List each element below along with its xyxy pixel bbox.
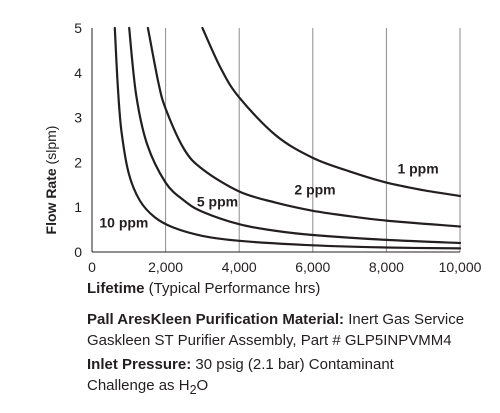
caption-challenge-end: O [196,377,209,394]
x-tick-label: 2,000 [148,259,183,275]
series-lines [113,26,462,250]
y-axis-label-bold: Flow Rate [43,168,59,234]
series-line-3 [128,26,462,245]
y-axis-label-unit: (slpm) [43,126,59,169]
caption-challenge-text: Challenge as H [87,377,190,394]
pressure-caption: Inlet Pressure: 30 psig (2.1 bar) Contam… [87,354,394,401]
flow-rate-vs-lifetime-chart: 0 2,000 4,000 6,000 8,000 10,000 0 1 2 3 4 5 1 ppm 2… [43,20,482,275]
caption-line-2: Gaskleen ST Purifier Assembly, Part # GL… [87,332,452,349]
tick-labels: 0 2,000 4,000 6,000 8,000 10,000 0 1 2 3 4 5 [74,20,481,275]
y-tick-label: 1 [74,199,82,215]
material-caption: Pall AresKleen Purification Material: In… [87,309,464,351]
series-line-1 [201,26,462,198]
caption-pressure-label: Inlet Pressure: [87,356,192,373]
x-axis-label-rest: (Typical Performance hrs) [144,280,321,297]
y-tick-label: 3 [74,110,82,126]
y-tick-label: 2 [74,154,82,170]
caption-line-4: Challenge as H2O [87,375,394,401]
caption-subscript: 2 [189,383,197,397]
caption-pressure-value: 30 psig (2.1 bar) Contaminant [191,356,394,373]
series-label-2: 2 ppm [294,182,335,198]
series-line-4 [113,26,462,250]
caption-line-3: Inlet Pressure: 30 psig (2.1 bar) Contam… [87,354,394,375]
x-axis-label: Lifetime (Typical Performance hrs) [87,280,320,297]
y-axis-label: Flow Rate (slpm) [43,126,59,235]
caption-line-1: Pall AresKleen Purification Material: In… [87,309,464,330]
caption-material-value: Inert Gas Service [344,311,465,328]
gridlines [165,28,461,252]
x-axis-label-bold: Lifetime [87,280,145,297]
y-tick-label: 0 [74,244,82,260]
series-labels: 1 ppm 2 ppm 5 ppm 10 ppm [99,161,438,231]
x-tick-label: 10,000 [439,259,482,275]
series-label-1: 1 ppm [397,161,438,177]
series-label-4: 10 ppm [99,214,148,230]
y-tick-label: 5 [74,20,82,36]
y-tick-label: 4 [74,65,82,81]
caption-material-label: Pall AresKleen Purification Material: [87,311,345,328]
x-tick-label: 8,000 [369,259,404,275]
series-line-2 [146,26,462,228]
x-tick-label: 0 [88,259,96,275]
series-label-3: 5 ppm [197,193,238,209]
x-tick-label: 4,000 [222,259,257,275]
x-tick-label: 6,000 [295,259,330,275]
